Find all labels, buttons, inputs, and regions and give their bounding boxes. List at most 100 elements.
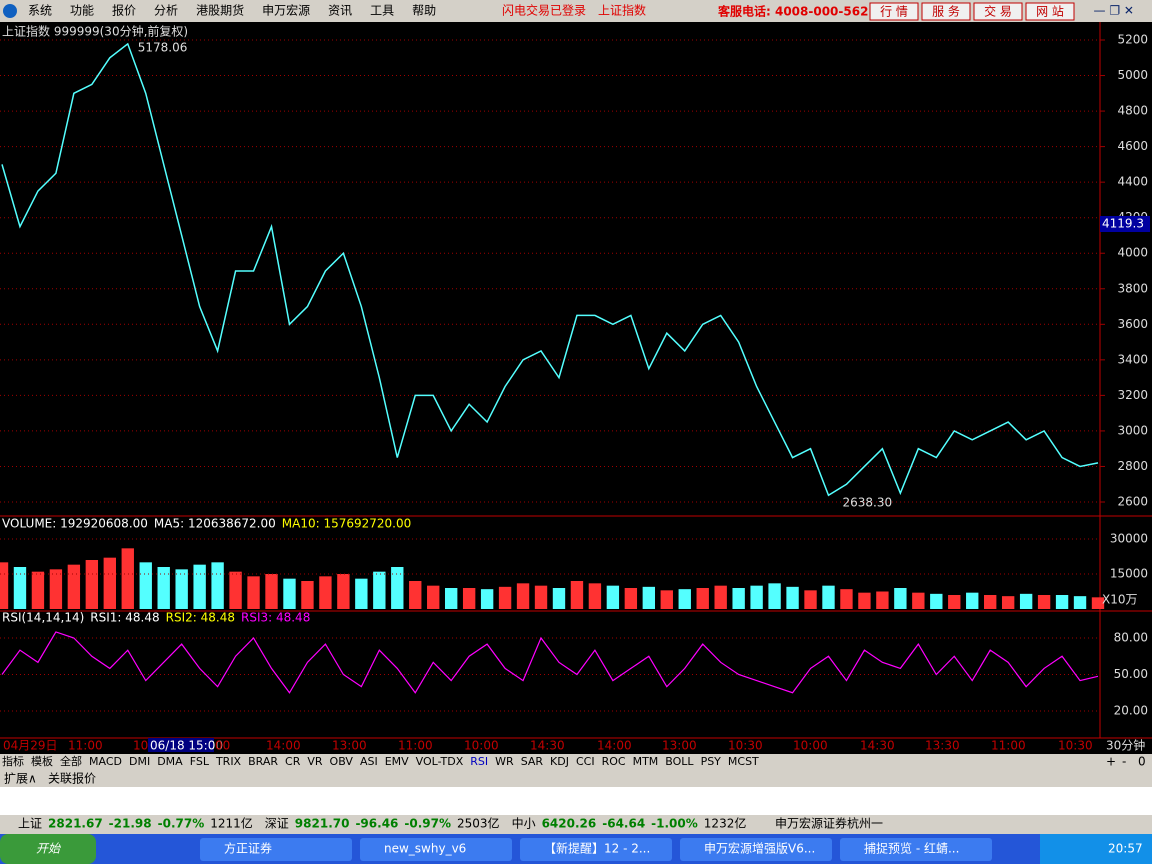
top-button[interactable] — [1025, 2, 1075, 21]
volume-header: MA5: 120638672.00 — [154, 517, 276, 531]
volume-bar — [31, 571, 45, 609]
y-tick-label: 3600 — [1117, 317, 1148, 331]
task-label[interactable]: 捕捉预览 - 红蜻... — [864, 841, 959, 856]
menu-item[interactable]: 功能 — [70, 4, 94, 18]
sub-tab[interactable]: 扩展∧ — [4, 772, 37, 786]
indicator-tab[interactable]: DMI — [129, 755, 150, 768]
sub-tab-row — [0, 770, 1152, 787]
task-button[interactable] — [200, 838, 352, 861]
y-tick-label: 2600 — [1117, 495, 1148, 509]
status-item: 深证 — [265, 817, 289, 831]
volume-bar — [1037, 595, 1051, 609]
task-button[interactable] — [840, 838, 992, 861]
volume-bar — [391, 567, 404, 609]
volume-bar — [444, 588, 458, 609]
menu-item[interactable]: 资讯 — [328, 4, 352, 18]
top-button[interactable] — [973, 2, 1023, 21]
task-button[interactable] — [520, 838, 672, 861]
indicator-tab[interactable]: CCI — [576, 755, 595, 768]
indicator-tab[interactable]: BOLL — [665, 755, 694, 768]
indicator-tab[interactable]: ROC — [602, 755, 626, 768]
indicator-tab[interactable]: EMV — [385, 755, 409, 768]
indicator-tab[interactable]: KDJ — [550, 755, 569, 768]
volume-bar — [822, 585, 835, 609]
top-button[interactable] — [869, 2, 919, 21]
indicator-tab[interactable]: MCST — [728, 755, 759, 768]
chart-title: 上证指数 999999(30分钟,前复权) — [2, 24, 188, 39]
menu-item[interactable]: 申万宏源 — [262, 3, 310, 18]
menu-item[interactable]: 系统 — [28, 4, 52, 18]
volume-bar — [624, 588, 638, 609]
indicator-tab[interactable]: DMA — [157, 755, 183, 768]
menu-item[interactable]: 帮助 — [412, 4, 436, 18]
menu-item[interactable]: 港股期货 — [196, 3, 244, 18]
low-label: 2638.30 — [842, 496, 892, 510]
volume-unit: X10万 — [1102, 593, 1138, 607]
menu-item[interactable]: 报价 — [112, 3, 136, 18]
indicator-tab[interactable]: MTM — [633, 755, 659, 768]
status-item: 2821.67 — [48, 817, 103, 831]
indicator-tab[interactable]: 全部 — [60, 754, 82, 768]
status-item: 6420.26 — [542, 817, 597, 831]
task-label[interactable]: 【新提醒】12 - 2... — [544, 841, 650, 856]
tab-control[interactable]: - — [1122, 755, 1126, 769]
indicator-tab[interactable]: MACD — [89, 755, 122, 768]
tab-control[interactable]: + — [1106, 755, 1116, 769]
indicator-tab[interactable]: CR — [285, 755, 301, 768]
volume-bar — [750, 585, 763, 609]
menu-item[interactable]: 工具 — [370, 4, 394, 18]
task-label[interactable]: 申万宏源增强版V6... — [704, 841, 815, 856]
indicator-tab[interactable]: TRIX — [215, 755, 242, 768]
indicator-tab[interactable]: SAR — [521, 755, 544, 768]
time-label: 14:30 — [530, 739, 565, 753]
time-label: 14:00 — [266, 739, 301, 753]
volume-tick-label: 30000 — [1110, 532, 1148, 546]
indicator-tab[interactable]: 指标 — [2, 754, 24, 768]
start-label[interactable]: 开始 — [36, 842, 61, 856]
status-item: -0.77% — [158, 817, 205, 831]
time-label: 10:00 — [464, 739, 499, 753]
indicator-tab[interactable]: OBV — [330, 755, 354, 768]
volume-bar — [768, 583, 781, 609]
task-label[interactable]: new_swhy_v6 — [384, 842, 466, 856]
volume-bar — [85, 560, 99, 609]
high-label: 5178.06 — [138, 40, 188, 54]
time-label: 11:00 — [68, 739, 103, 753]
indicator-tab[interactable]: FSL — [190, 755, 210, 768]
top-button-label[interactable]: 行 情 — [880, 5, 908, 19]
top-button-label[interactable]: 服 务 — [932, 4, 960, 19]
indicator-tab[interactable]: WR — [495, 755, 514, 768]
volume-bar — [552, 588, 566, 609]
top-button[interactable] — [921, 2, 971, 21]
period-label: 30分钟 — [1106, 738, 1145, 753]
indicator-tab[interactable]: VR — [307, 755, 323, 768]
task-label[interactable]: 方正证券 — [224, 841, 272, 856]
indicator-tab[interactable]: 模板 — [31, 754, 53, 768]
menu-item[interactable]: 分析 — [154, 4, 178, 18]
indicator-tab[interactable]: BRAR — [248, 755, 278, 768]
task-button[interactable] — [360, 838, 512, 861]
volume-bar — [570, 581, 584, 609]
tab-control[interactable]: 0 — [1138, 755, 1146, 769]
volume-bar — [714, 585, 727, 609]
indicator-tab[interactable]: PSY — [701, 755, 722, 768]
indicator-tab[interactable]: RSI — [470, 755, 488, 768]
time-label: 00 — [215, 739, 230, 753]
task-button[interactable] — [680, 838, 832, 861]
start-button[interactable] — [0, 834, 96, 864]
status-note: 上证指数 — [598, 3, 646, 18]
indicator-tab[interactable]: VOL-TDX — [416, 755, 464, 768]
rsi-tick-label: 80.00 — [1114, 631, 1148, 645]
top-button-label[interactable]: 交 易 — [984, 4, 1012, 19]
top-button-label[interactable]: 网 站 — [1036, 5, 1064, 19]
volume-bar — [732, 588, 745, 609]
time-highlight — [148, 738, 214, 752]
rsi-line — [1, 631, 1099, 694]
indicator-tab[interactable]: ASI — [360, 755, 378, 768]
chart-area — [0, 22, 1152, 754]
window-controls[interactable]: — ❐ ✕ — [1094, 4, 1134, 18]
sub-tab[interactable]: 关联报价 — [48, 771, 96, 786]
status-item: -0.97% — [404, 817, 451, 831]
hotline: 客服电话: 4008-000-562 — [717, 4, 868, 19]
